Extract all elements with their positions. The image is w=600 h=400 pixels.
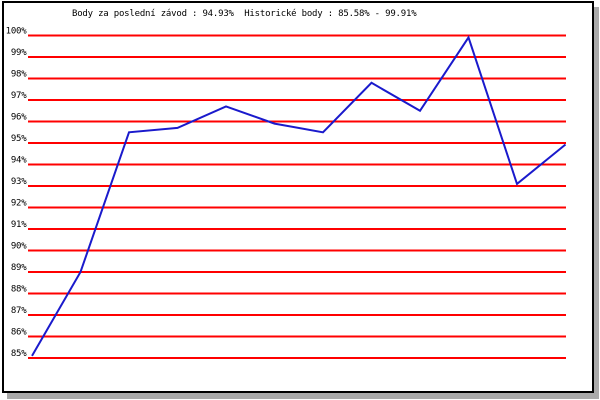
y-tick-label: 91% xyxy=(11,220,27,230)
y-tick-label: 95% xyxy=(11,134,27,144)
chart-title: Body za poslední závod : 94.93% Historic… xyxy=(72,9,417,19)
y-tick-label: 100% xyxy=(6,27,28,37)
y-tick-label: 98% xyxy=(11,70,27,80)
y-tick-label: 87% xyxy=(11,306,27,316)
y-tick-label: 96% xyxy=(11,113,27,123)
y-tick-label: 92% xyxy=(11,199,27,209)
data-series-line xyxy=(31,35,567,357)
y-tick-label: 86% xyxy=(11,328,27,338)
y-tick-label: 97% xyxy=(11,91,27,101)
y-tick-label: 89% xyxy=(11,263,27,273)
y-tick-label: 85% xyxy=(11,349,27,359)
y-tick-label: 99% xyxy=(11,48,27,58)
y-tick-label: 93% xyxy=(11,177,27,187)
y-tick-label: 88% xyxy=(11,285,27,295)
y-tick-label: 90% xyxy=(11,242,27,252)
y-tick-label: 94% xyxy=(11,156,27,166)
